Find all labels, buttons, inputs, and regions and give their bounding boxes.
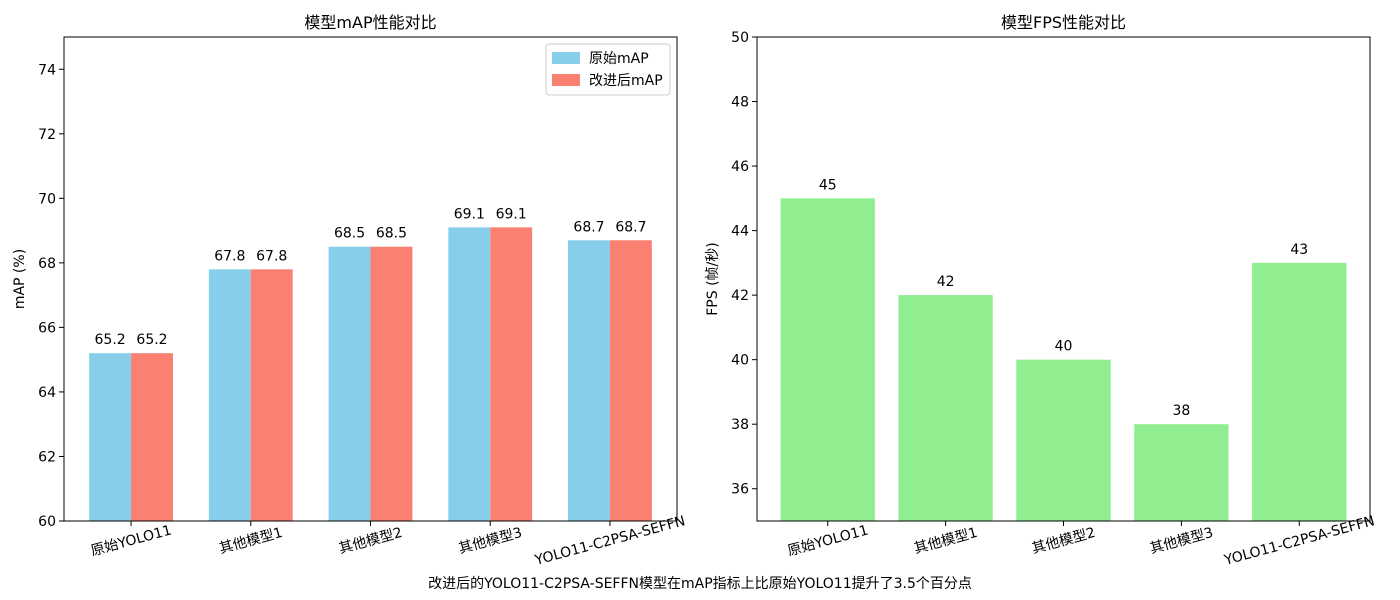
y-tick-label: 38 [731, 417, 749, 433]
y-tick-label: 42 [731, 288, 749, 304]
x-tick-label: 原始YOLO11 [89, 523, 173, 560]
bar-improved-3 [490, 227, 533, 521]
bar-value-label: 42 [937, 274, 955, 290]
y-tick-label: 66 [38, 320, 56, 336]
y-tick-label: 68 [38, 256, 56, 272]
bar-value-label: 68.7 [573, 219, 604, 235]
bar-value-label: 40 [1055, 339, 1073, 355]
legend: 原始mAP 改进后mAP [545, 43, 671, 96]
bar-original-4 [568, 240, 610, 521]
x-tick-label: 其他模型3 [1148, 525, 1215, 557]
bar-value-label: 69.1 [496, 206, 527, 222]
bar-value-label: 67.8 [214, 248, 245, 264]
y-tick-label: 64 [38, 385, 56, 401]
y-tick-label: 44 [731, 224, 749, 240]
x-tick-label: 其他模型1 [912, 525, 979, 557]
legend-label: 改进后mAP [589, 73, 663, 89]
bar-improved-4 [609, 240, 652, 521]
bar-value-label: 65.2 [136, 332, 167, 348]
bar-value-label: 45 [819, 177, 837, 193]
y-tick-label: 72 [38, 127, 56, 143]
legend-swatch [552, 74, 580, 86]
y-tick-label: 70 [38, 191, 56, 207]
x-tick-label: 其他模型3 [457, 525, 524, 557]
bar-value-label: 43 [1290, 242, 1308, 258]
x-tick-label: 其他模型2 [337, 525, 404, 557]
bar-fps-4 [1252, 262, 1347, 521]
bar-value-label: 68.5 [334, 226, 365, 242]
chart-title: 模型mAP性能对比 [304, 13, 436, 32]
bar-fps-3 [1134, 424, 1229, 521]
y-axis-label: FPS (帧/秒) [705, 242, 721, 315]
bar-value-label: 68.7 [615, 219, 646, 235]
x-tick-label: 其他模型2 [1030, 525, 1097, 557]
bar-fps-1 [898, 295, 993, 521]
bar-improved-0 [131, 353, 173, 521]
footnote: 改进后的YOLO11-C2PSA-SEFFN模型在mAP指标上比原始YOLO11… [428, 576, 972, 592]
bar-improved-2 [370, 246, 413, 521]
bar-fps-2 [1016, 359, 1111, 521]
y-tick-label: 48 [731, 95, 749, 111]
chart-title: 模型FPS性能对比 [1001, 13, 1126, 32]
bar-value-label: 69.1 [454, 206, 485, 222]
y-tick-label: 74 [38, 62, 56, 78]
bar-value-label: 65.2 [95, 332, 126, 348]
x-tick-label: 原始YOLO11 [786, 523, 870, 560]
y-axis-label: mAP (%) [12, 249, 28, 309]
bar-value-label: 67.8 [256, 248, 287, 264]
y-tick-label: 50 [731, 30, 749, 46]
bar-original-2 [328, 246, 371, 521]
y-tick-label: 62 [38, 449, 56, 465]
bar-value-label: 68.5 [376, 226, 407, 242]
bar-improved-1 [250, 269, 293, 521]
bar-original-1 [208, 269, 251, 521]
legend-label: 原始mAP [589, 51, 649, 67]
map-chart: 65.2 67.8 68.5 69.1 68.7 65.2 67.8 68.5 69.1 68.7… [12, 13, 687, 569]
bar-value-label: 38 [1172, 403, 1190, 419]
bar-fps-0 [780, 198, 875, 522]
x-tick-label: 其他模型1 [218, 525, 285, 557]
bar-original-0 [89, 353, 132, 521]
bar-original-3 [448, 227, 491, 521]
y-tick-label: 46 [731, 159, 749, 175]
fps-chart: 45 42 40 38 43 36 38 40 42 44 46 48 50 原始YOLO11 其他模型1 其… [705, 13, 1376, 569]
y-tick-label: 60 [38, 514, 56, 530]
legend-swatch [552, 52, 580, 64]
y-tick-label: 40 [731, 353, 749, 369]
y-tick-label: 36 [731, 482, 749, 498]
